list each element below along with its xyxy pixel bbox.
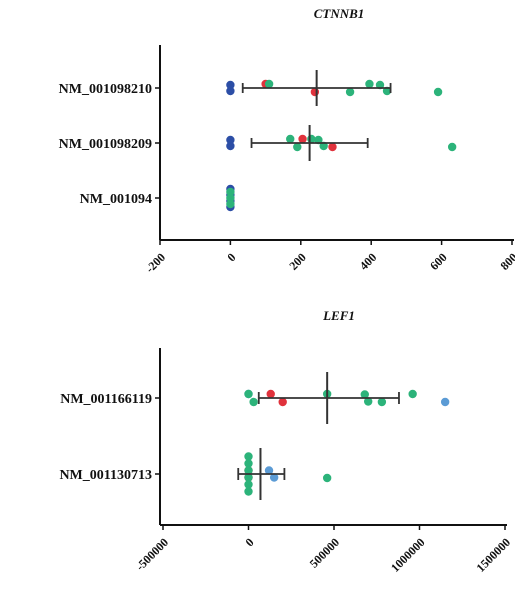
chart-lef1: -500000 0 500000 1000000 1500000 NM_001166119…: [59, 348, 513, 575]
category-label: NM_001166119: [60, 392, 152, 407]
chart-ctnnb1: -200 0 200 400 600 800 NM_001098210 NM_00109820…: [59, 45, 515, 276]
chart-title-lef1: LEF1: [322, 308, 355, 323]
data-point: [440, 397, 450, 407]
data-point: [307, 134, 316, 144]
data-point: [447, 142, 457, 152]
x-tick-label: 400: [357, 250, 380, 273]
x-tick-label: 800: [497, 250, 515, 273]
x-tick-label: 1000000: [388, 535, 428, 575]
data-point: [244, 459, 253, 468]
data-point: [226, 199, 235, 209]
data-point: [364, 397, 373, 406]
data-point: [226, 141, 235, 151]
x-tick-label: 1500000: [474, 535, 514, 575]
data-point: [345, 87, 355, 97]
x-tick-label: 600: [427, 250, 450, 273]
data-point: [226, 193, 235, 203]
data-point: [244, 480, 253, 489]
data-point: [249, 397, 258, 407]
x-tick-label: 0: [242, 535, 256, 549]
data-point: [226, 86, 235, 96]
data-point: [328, 142, 337, 152]
data-point: [226, 80, 235, 90]
data-point: [264, 466, 274, 475]
x-tick-label: 0: [224, 250, 238, 264]
x-tick-label: 500000: [307, 535, 342, 570]
data-point: [244, 487, 253, 496]
data-point: [298, 134, 307, 144]
data-point: [266, 389, 275, 399]
data-point: [244, 473, 253, 482]
data-point: [310, 87, 320, 97]
x-tick-label: 200: [286, 250, 309, 273]
data-point: [322, 473, 332, 483]
data-point: [244, 466, 253, 475]
data-point: [269, 473, 279, 482]
data-point: [286, 134, 295, 144]
data-point: [365, 79, 374, 89]
data-point: [278, 397, 287, 407]
chart-title-ctnnb1: CTNNB1: [314, 6, 365, 21]
data-point: [226, 135, 235, 145]
category-label: NM_001094: [80, 192, 152, 207]
category-label: NM_001098210: [59, 82, 152, 97]
data-point: [377, 397, 387, 407]
data-point: [433, 87, 443, 97]
data-point: [408, 389, 417, 399]
x-tick-label: -500000: [133, 535, 171, 573]
data-point: [293, 142, 302, 152]
data-point: [264, 79, 274, 89]
category-label: NM_001098209: [59, 137, 152, 152]
data-point: [360, 390, 369, 399]
category-label: NM_001130713: [59, 468, 152, 483]
data-point: [244, 389, 253, 399]
x-tick-label: -200: [143, 250, 168, 275]
data-point: [226, 187, 235, 197]
data-point: [244, 452, 253, 461]
